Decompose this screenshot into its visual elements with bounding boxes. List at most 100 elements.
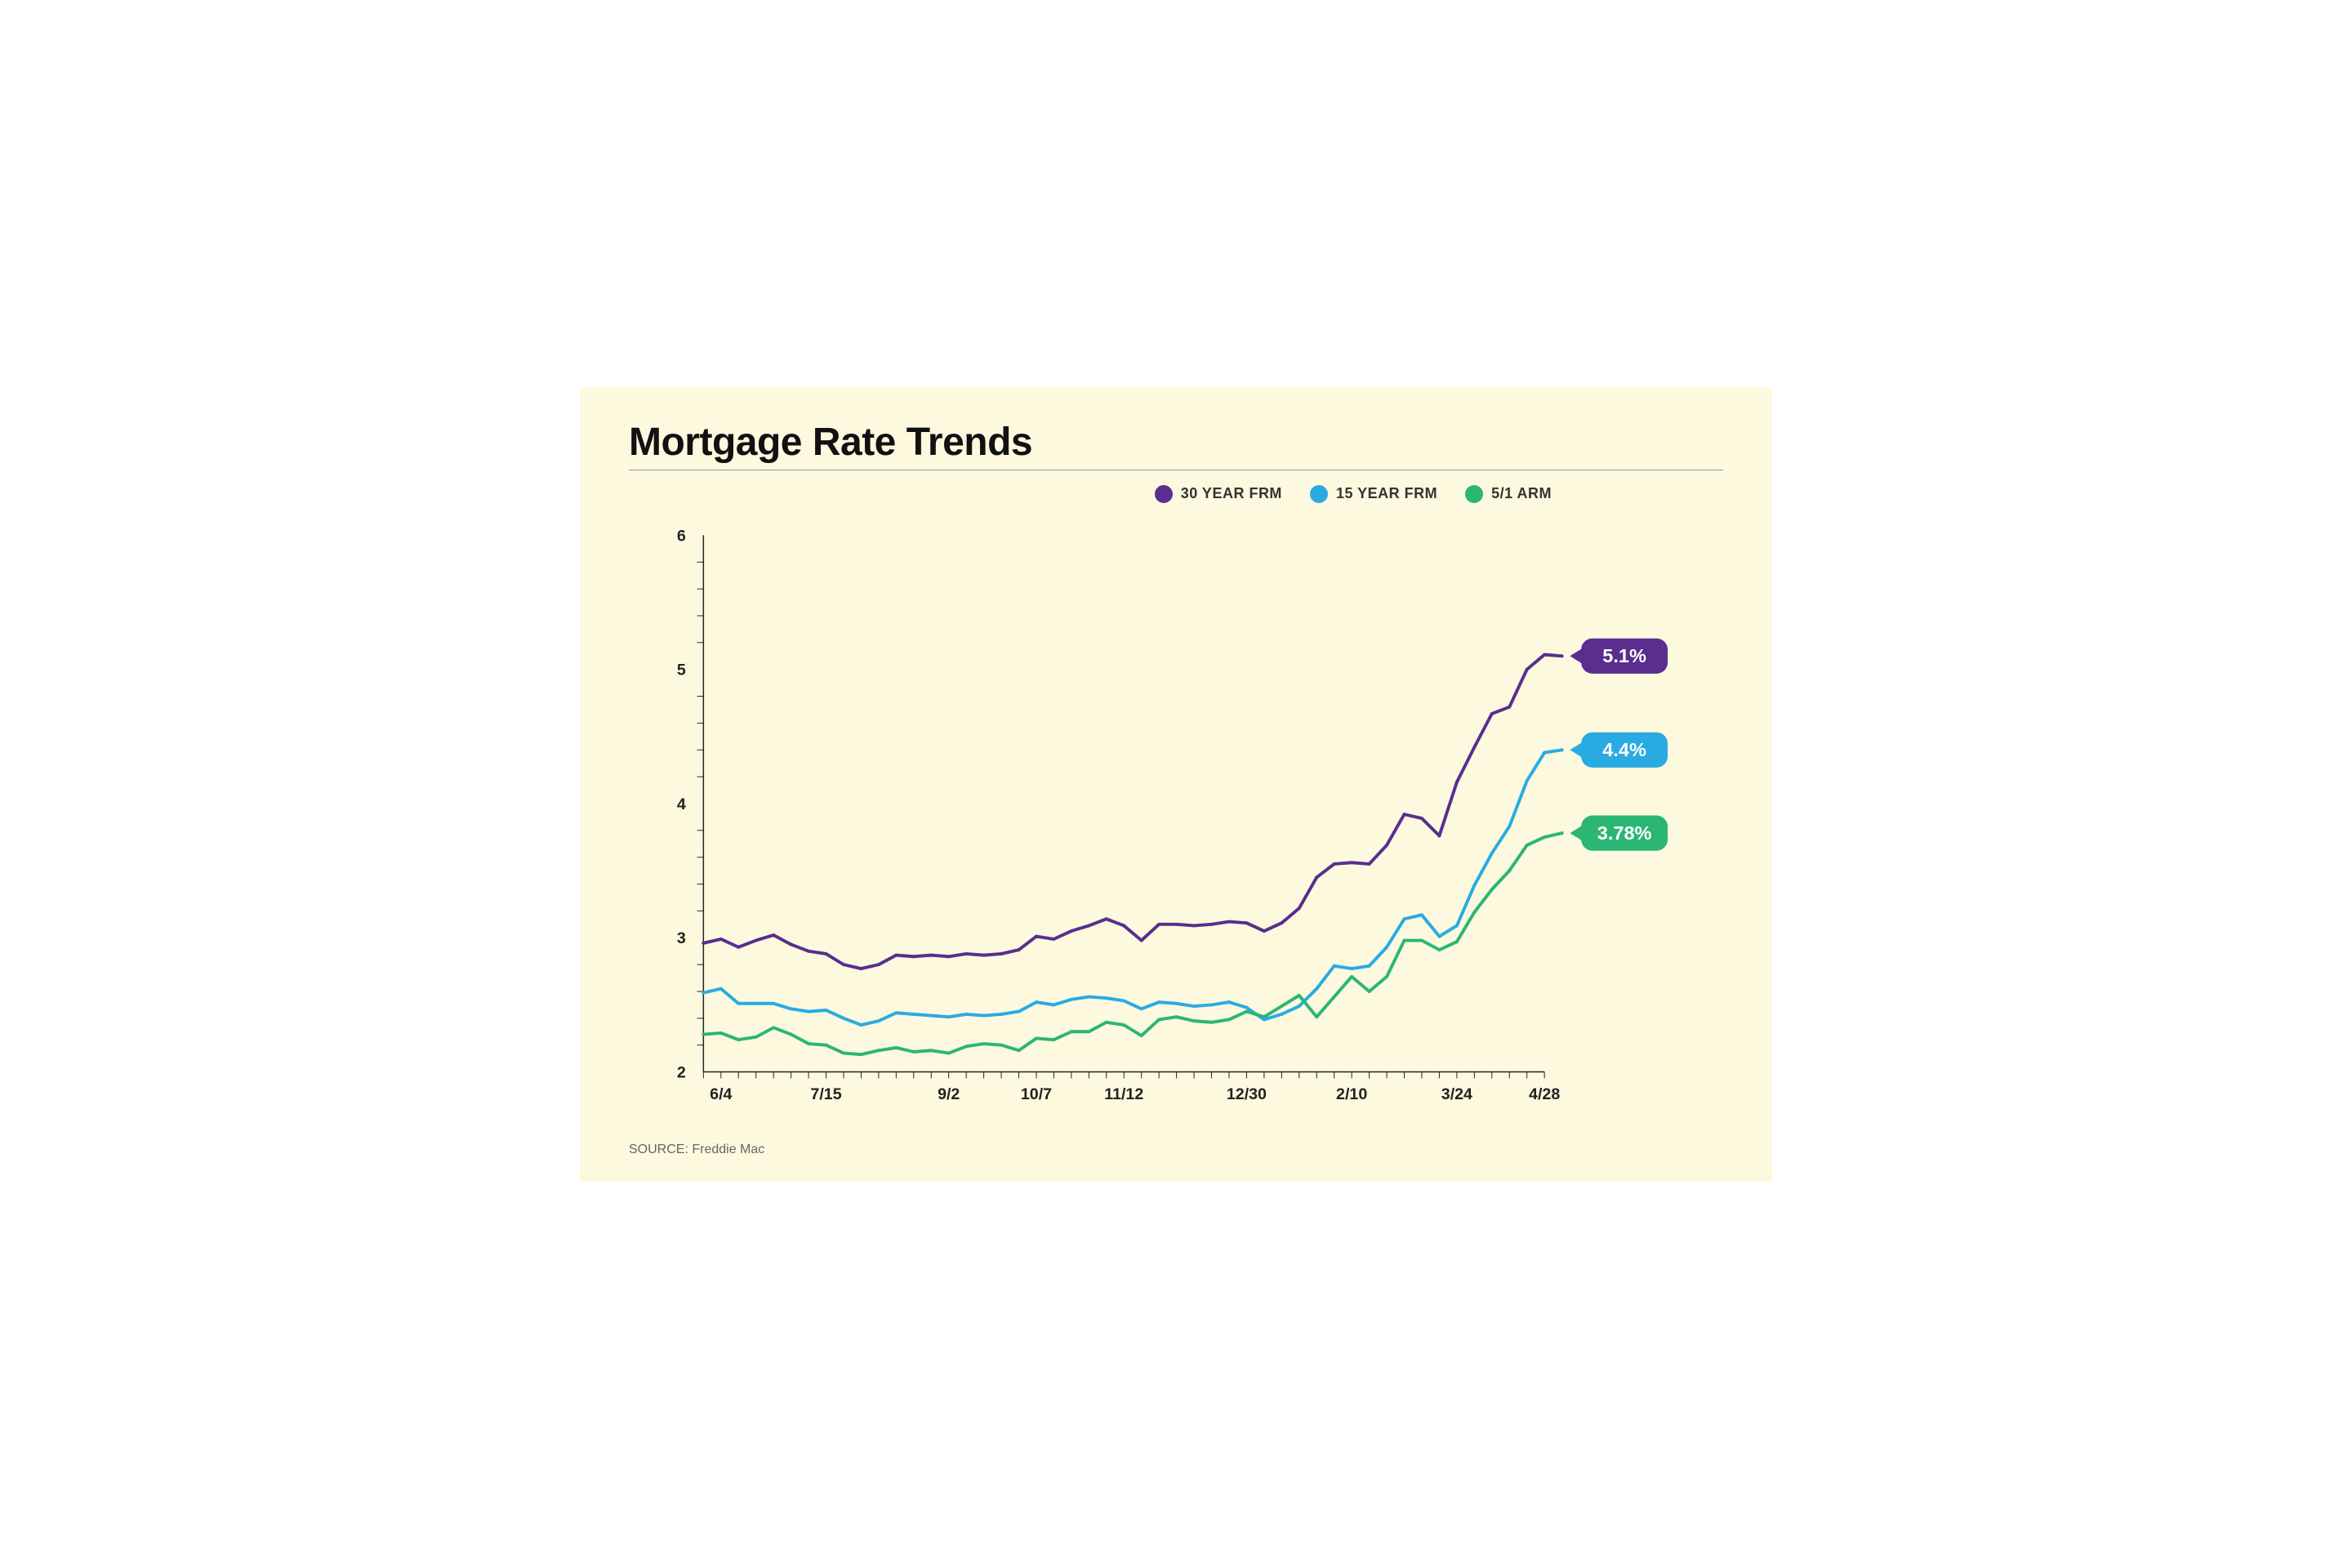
series-point	[859, 967, 862, 970]
series-point	[1420, 913, 1423, 916]
series-point	[755, 1001, 758, 1004]
series-point	[982, 1042, 986, 1045]
series-point	[1490, 888, 1494, 891]
series-point	[1245, 1005, 1248, 1009]
series-point	[1052, 1003, 1055, 1006]
series-point	[1227, 1000, 1231, 1004]
series-point	[1403, 917, 1406, 920]
series-line-51arm	[703, 833, 1561, 1054]
series-point	[1350, 974, 1353, 978]
x-axis-label: 3/24	[1441, 1085, 1472, 1102]
series-point	[1333, 964, 1336, 967]
y-axis-label: 6	[677, 527, 686, 545]
series-point	[1455, 940, 1459, 943]
series-point	[1070, 1030, 1073, 1033]
series-point	[1175, 922, 1178, 925]
series-point	[1298, 906, 1301, 910]
series-point	[1437, 934, 1441, 938]
series-point	[719, 987, 723, 990]
series-point	[982, 1013, 986, 1017]
series-point	[1350, 967, 1353, 970]
series-point	[1210, 1003, 1214, 1006]
series-point	[1263, 929, 1266, 933]
series-point	[894, 1011, 898, 1014]
series-point	[1543, 751, 1546, 754]
series-point	[1298, 1004, 1301, 1008]
series-point	[1087, 1030, 1090, 1033]
y-axis-label: 3	[677, 929, 686, 947]
legend-dot-icon	[1155, 485, 1173, 503]
series-point	[1210, 1020, 1214, 1023]
series-point	[964, 1045, 968, 1048]
series-point	[807, 1009, 810, 1013]
series-point	[877, 1019, 880, 1022]
series-point	[947, 1015, 951, 1018]
series-point	[1263, 1015, 1266, 1018]
series-point	[1157, 922, 1160, 925]
series-point	[1157, 1018, 1160, 1021]
series-point	[947, 955, 951, 958]
series-point	[1018, 1009, 1021, 1013]
series-point	[1420, 817, 1423, 820]
y-axis-label: 2	[677, 1063, 686, 1081]
series-point	[842, 1051, 845, 1054]
y-axis-label: 4	[677, 795, 686, 813]
series-line-30yr	[703, 654, 1561, 968]
series-point	[772, 1026, 775, 1029]
series-point	[1368, 990, 1371, 993]
x-axis-label: 11/12	[1104, 1085, 1143, 1102]
series-point	[912, 1012, 915, 1015]
series-point	[737, 945, 740, 948]
series-point	[1403, 813, 1406, 816]
series-point	[1490, 851, 1494, 854]
series-point	[1245, 921, 1248, 924]
series-point	[1526, 779, 1529, 782]
series-point	[1403, 938, 1406, 942]
series-point	[1175, 1001, 1178, 1004]
series-point	[929, 953, 933, 956]
series-point	[1192, 1019, 1196, 1022]
series-point	[842, 1016, 845, 1019]
series-point	[1543, 835, 1546, 839]
series-point	[1087, 924, 1090, 927]
series-point	[719, 937, 723, 940]
series-point	[1437, 834, 1441, 837]
series-point	[807, 1042, 810, 1045]
x-axis-label: 12/30	[1227, 1085, 1267, 1102]
legend-label: 5/1 ARM	[1491, 485, 1552, 502]
callout-label: 4.4%	[1602, 739, 1646, 760]
series-point	[894, 1046, 898, 1049]
series-point	[1472, 884, 1476, 887]
series-point	[1018, 948, 1021, 951]
x-axis-label: 6/4	[710, 1085, 732, 1102]
y-axis-label: 5	[677, 661, 686, 679]
series-point	[1455, 780, 1459, 783]
series-point	[1052, 1038, 1055, 1041]
line-chart: 234566/47/159/210/711/1212/302/103/244/2…	[629, 511, 1723, 1136]
series-point	[790, 942, 793, 946]
series-point	[737, 1001, 740, 1004]
series-point	[964, 1012, 968, 1015]
series-point	[1333, 862, 1336, 865]
series-point	[1315, 875, 1318, 879]
series-point	[790, 1007, 793, 1010]
series-point	[772, 933, 775, 937]
series-point	[1298, 993, 1301, 996]
series-point	[929, 1013, 933, 1017]
series-point	[1087, 995, 1090, 998]
series-point	[1315, 987, 1318, 990]
series-point	[1368, 964, 1371, 967]
series-point	[790, 1032, 793, 1036]
series-point	[1280, 921, 1283, 924]
x-axis-label: 10/7	[1021, 1085, 1052, 1102]
series-point	[1105, 917, 1108, 920]
series-point	[702, 941, 705, 944]
series-point	[1000, 1012, 1003, 1015]
series-point	[1227, 1018, 1231, 1021]
x-axis-label: 2/10	[1336, 1085, 1367, 1102]
series-point	[1385, 945, 1388, 948]
series-point	[1526, 843, 1529, 846]
series-point	[1000, 1043, 1003, 1046]
series-point	[1227, 920, 1231, 923]
series-point	[1018, 1049, 1021, 1052]
